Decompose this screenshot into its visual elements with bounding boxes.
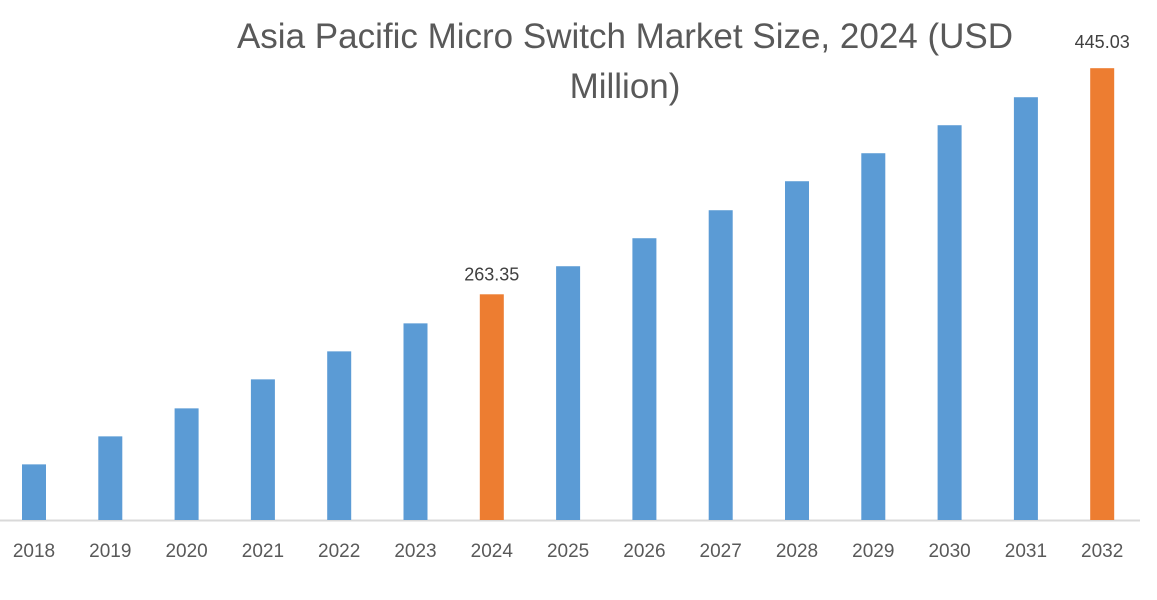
- bar-2032: [1090, 68, 1115, 520]
- x-tick-label-2018: 2018: [13, 541, 55, 562]
- x-tick-label-2022: 2022: [318, 541, 360, 562]
- data-label-2032: 445.03: [1075, 32, 1130, 52]
- x-tick-label-2030: 2030: [928, 541, 970, 562]
- x-tick-label-2027: 2027: [700, 541, 742, 562]
- bar-2026: [632, 238, 657, 520]
- bar-2020: [174, 408, 199, 520]
- chart-title: Asia Pacific Micro Switch Market Size, 2…: [236, 17, 1014, 106]
- x-tick-label-2031: 2031: [1005, 541, 1047, 562]
- bar-2031: [1013, 97, 1038, 521]
- bar-2019: [98, 436, 123, 520]
- bar-2021: [250, 379, 275, 520]
- bar-2029: [861, 153, 886, 520]
- bar-2024: [479, 294, 504, 520]
- bar-2018: [22, 464, 46, 520]
- bar-2030: [937, 125, 962, 521]
- x-tick-label-2019: 2019: [89, 541, 131, 562]
- bar-2025: [556, 266, 581, 520]
- x-tick-label-2023: 2023: [394, 541, 436, 562]
- bar-2022: [327, 351, 352, 520]
- x-tick-label-2020: 2020: [165, 541, 207, 562]
- bar-2028: [785, 181, 809, 520]
- x-tick-label-2029: 2029: [852, 541, 894, 562]
- x-tick-label-2028: 2028: [776, 541, 818, 562]
- x-tick-label-2032: 2032: [1081, 541, 1123, 562]
- x-tick-label-2024: 2024: [471, 541, 514, 562]
- x-tick-label-2021: 2021: [242, 541, 284, 562]
- data-label-2024: 263.35: [464, 264, 519, 284]
- x-tick-label-2026: 2026: [623, 541, 665, 562]
- bar-2023: [403, 323, 428, 520]
- x-tick-label-2025: 2025: [547, 541, 589, 562]
- bar-2027: [708, 210, 733, 520]
